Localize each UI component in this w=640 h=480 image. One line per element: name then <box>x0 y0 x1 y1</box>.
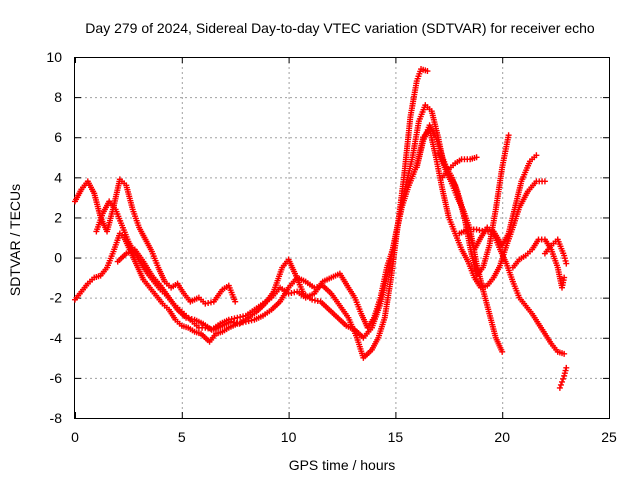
y-tick-labels: -8 -6 -4 -2 0 2 4 6 8 10 <box>46 49 62 426</box>
data-point <box>541 178 548 185</box>
data-point <box>556 384 563 391</box>
data-point <box>505 132 512 139</box>
data-point <box>557 381 564 388</box>
grid <box>75 57 609 418</box>
y-tick-label: 8 <box>54 89 62 105</box>
data-point <box>424 68 431 75</box>
y-tick-label: 6 <box>54 129 62 145</box>
chart-title: Day 279 of 2024, Sidereal Day-to-day VTE… <box>85 20 595 36</box>
x-tick-label: 10 <box>281 429 297 445</box>
y-tick-label: 0 <box>54 250 62 266</box>
y-tick-label: -4 <box>50 330 63 346</box>
x-tick-label: 15 <box>388 429 404 445</box>
y-tick-label: 4 <box>54 169 62 185</box>
axis-ticks <box>75 57 610 419</box>
x-axis-label: GPS time / hours <box>289 457 396 473</box>
data-points <box>72 66 570 391</box>
y-tick-label: -6 <box>50 370 63 386</box>
y-tick-label: -8 <box>50 410 63 426</box>
data-point <box>232 298 239 305</box>
x-tick-label: 5 <box>178 429 186 445</box>
data-point <box>563 364 570 371</box>
data-point <box>561 274 568 281</box>
data-point <box>563 260 570 267</box>
y-tick-label: 2 <box>54 209 62 225</box>
x-tick-labels: 0 5 10 15 20 25 <box>71 429 617 445</box>
y-tick-label: 10 <box>46 49 62 65</box>
x-tick-label: 20 <box>494 429 510 445</box>
x-tick-label: 0 <box>71 429 79 445</box>
data-point <box>560 375 567 382</box>
data-point <box>559 378 566 385</box>
y-tick-label: -2 <box>50 290 63 306</box>
data-point <box>499 348 506 355</box>
data-point <box>561 350 568 357</box>
y-axis-label: SDTVAR / TECUs <box>7 184 23 296</box>
data-point <box>473 154 480 161</box>
data-point <box>533 152 540 159</box>
plot-frame <box>74 57 610 419</box>
x-tick-label: 25 <box>601 429 617 445</box>
